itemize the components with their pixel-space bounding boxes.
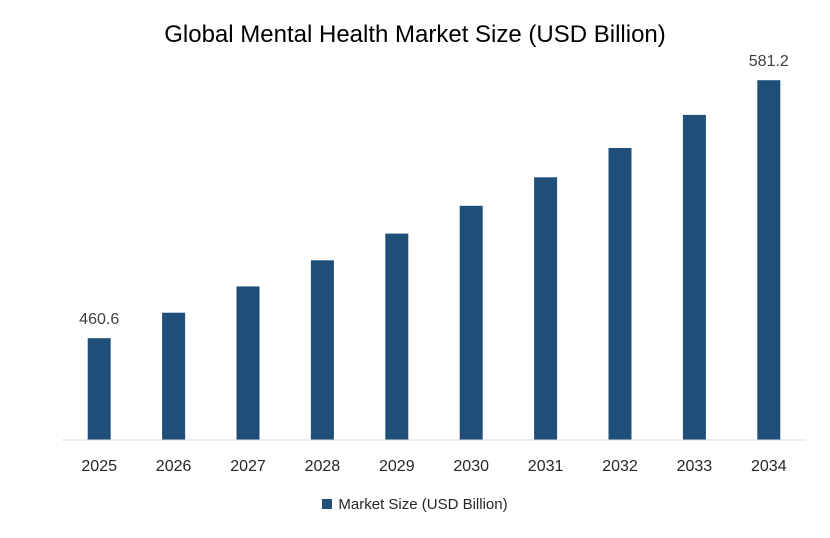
x-tick-label: 2027 — [230, 458, 266, 475]
x-tick-label: 2031 — [528, 458, 564, 475]
x-tick-label: 2028 — [305, 458, 341, 475]
legend-label: Market Size (USD Billion) — [338, 496, 508, 513]
x-tick-label: 2033 — [677, 458, 713, 475]
x-tick-label: 2030 — [453, 458, 489, 475]
bar-2032 — [608, 148, 632, 440]
bar-2026 — [162, 312, 186, 440]
x-tick-label: 2034 — [751, 458, 787, 475]
legend-swatch — [322, 499, 333, 510]
data-label-2034: 581.2 — [749, 53, 789, 70]
x-tick-label: 2029 — [379, 458, 415, 475]
data-label-2025: 460.6 — [79, 311, 119, 328]
chart-title: Global Mental Health Market Size (USD Bi… — [164, 21, 666, 48]
x-tick-label: 2026 — [156, 458, 192, 475]
bar-2033 — [682, 114, 706, 441]
legend: Market Size (USD Billion) — [0, 496, 830, 513]
bar-2029 — [385, 233, 409, 440]
bar-2030 — [459, 205, 483, 440]
bars-group — [87, 80, 781, 441]
x-tick-label: 2032 — [602, 458, 638, 475]
x-tick-labels: 2025 2026 2027 2028 2029 2030 2031 2032 2033 2034 — [81, 458, 786, 475]
bar-2028 — [310, 260, 334, 440]
bar-2027 — [236, 286, 260, 440]
bar-2031 — [534, 177, 558, 441]
x-tick-label: 2025 — [81, 458, 117, 475]
data-labels-group: 460.6 581.2 — [79, 53, 789, 328]
bar-2025 — [87, 338, 111, 440]
bar-2034 — [757, 80, 781, 440]
